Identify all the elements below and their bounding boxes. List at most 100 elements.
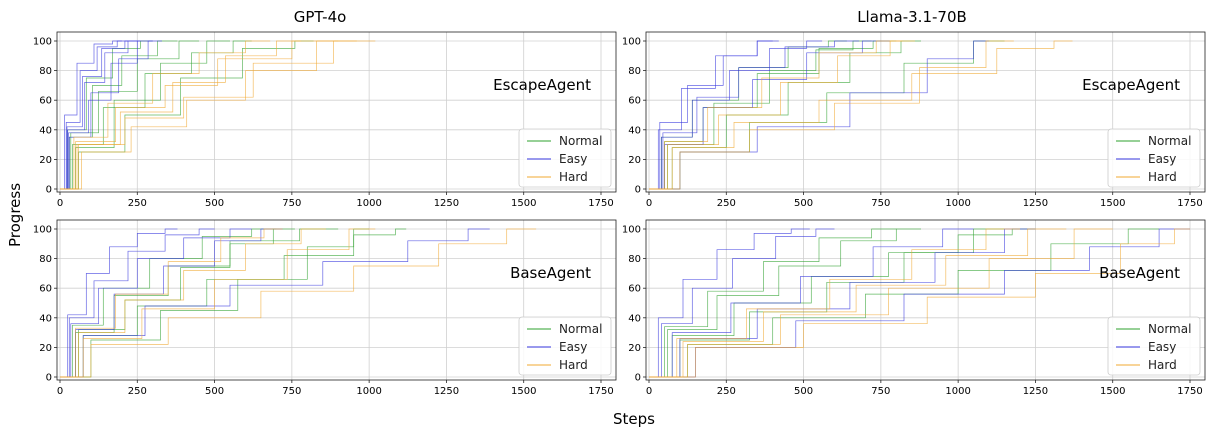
- series-line-easy-run-3: [60, 40, 122, 190]
- y-tick-label: 60: [628, 96, 641, 107]
- series-line-hard-run-3: [649, 228, 1020, 378]
- x-tick-label: 500: [205, 198, 224, 209]
- legend-label-hard: Hard: [1148, 170, 1177, 184]
- x-tick-label: 500: [794, 386, 813, 397]
- series-line-hard-run-2: [649, 228, 1113, 378]
- panel-label-escapeagent: EscapeAgent: [493, 76, 591, 94]
- series-line-hard-run-1: [649, 228, 1190, 378]
- x-tick-label: 500: [794, 198, 813, 209]
- series-line-easy-run-4: [649, 40, 773, 190]
- x-tick-label: 1000: [945, 386, 970, 397]
- series-line-easy-run-2: [60, 228, 252, 378]
- x-tick-label: 750: [871, 386, 890, 397]
- x-tick-label: 1750: [588, 386, 613, 397]
- panel-llama-3-1-70b-escapeagent: 0 250 500 750 1000 1250 1500 1750 0 20 40 60 80 100 Es…: [622, 31, 1206, 209]
- panel-gpt-4o-baseagent: 0 250 500 750 1000 1250 1500 1750 0 20 40 60 80 100 Ba…: [33, 219, 617, 397]
- x-tick-label: 1750: [1177, 198, 1202, 209]
- series-line-hard-run-1: [649, 40, 1073, 190]
- y-tick-label: 0: [635, 373, 641, 384]
- legend-box: [1107, 128, 1201, 188]
- x-tick-label: 1500: [1100, 386, 1125, 397]
- x-tick-label: 250: [128, 386, 147, 397]
- y-tick-label: 0: [46, 185, 52, 196]
- y-tick-label: 100: [622, 37, 641, 48]
- series-line-normal-run-3: [60, 228, 277, 378]
- x-tick-label: 1500: [1100, 198, 1125, 209]
- legend: Normal Easy Hard: [518, 128, 612, 188]
- series-line-normal-run-2: [60, 228, 407, 378]
- col-title-left: GPT-4o: [294, 8, 347, 26]
- y-tick-label: 20: [39, 155, 52, 166]
- legend-box: [518, 316, 612, 376]
- x-tick-label: 750: [282, 386, 301, 397]
- series-line-normal-run-5: [60, 228, 370, 378]
- x-tick-label: 0: [646, 198, 652, 209]
- plot-frame: [645, 219, 1206, 381]
- legend-box: [1107, 316, 1201, 376]
- series-line-normal-run-3: [649, 228, 921, 378]
- series-line-hard-run-4: [60, 40, 357, 190]
- y-tick-label: 40: [628, 125, 641, 136]
- y-tick-label: 60: [39, 96, 52, 107]
- series-line-hard-run-3: [60, 228, 326, 378]
- y-tick-label: 60: [39, 284, 52, 295]
- y-tick-label: 40: [39, 313, 52, 324]
- panel-label-escapeagent: EscapeAgent: [1082, 76, 1180, 94]
- y-tick-label: 80: [628, 66, 641, 77]
- x-tick-label: 0: [57, 198, 63, 209]
- series-line-hard-run-3: [649, 40, 903, 190]
- panel-label-baseagent: BaseAgent: [510, 264, 591, 282]
- series-line-normal-run-2: [649, 228, 1005, 378]
- y-tick-label: 100: [33, 37, 52, 48]
- series-line-normal-run-1: [649, 228, 1036, 378]
- y-tick-label: 20: [628, 155, 641, 166]
- series-line-hard-run-4: [60, 228, 283, 378]
- x-tick-label: 1500: [511, 386, 536, 397]
- panel-llama-3-1-70b-baseagent: 0 250 500 750 1000 1250 1500 1750 0 20 40 60 80 100 Ba…: [622, 219, 1206, 397]
- series-line-hard-run-2: [60, 40, 339, 190]
- legend-label-hard: Hard: [559, 358, 588, 372]
- plot-frame: [56, 31, 617, 193]
- series-line-easy-run-4: [649, 228, 810, 378]
- series-line-easy-run-5: [60, 228, 215, 378]
- y-tick-label: 60: [628, 284, 641, 295]
- x-tick-label: 1250: [434, 198, 459, 209]
- series-line-easy-run-6: [60, 40, 153, 190]
- legend: Normal Easy Hard: [1107, 316, 1201, 376]
- x-tick-label: 1750: [1177, 386, 1202, 397]
- series-line-normal-run-1: [60, 228, 339, 378]
- x-tick-label: 500: [205, 386, 224, 397]
- series-line-hard-run-2: [60, 228, 376, 378]
- series-line-easy-run-5: [60, 40, 138, 190]
- series-line-easy-run-3: [649, 228, 974, 378]
- panels: 0 250 500 750 1000 1250 1500 1750020406080100Es…: [33, 31, 1206, 397]
- y-tick-label: 80: [39, 254, 52, 265]
- series-line-easy-run-4: [60, 40, 162, 190]
- legend-label-easy: Easy: [1148, 340, 1176, 354]
- series-line-easy-run-1: [60, 228, 178, 378]
- legend-label-normal: Normal: [559, 134, 602, 148]
- legend-label-normal: Normal: [559, 322, 602, 336]
- y-tick-label: 100: [622, 225, 641, 236]
- series-line-easy-run-1: [649, 228, 835, 378]
- series-line-normal-run-4: [60, 228, 295, 378]
- x-axis-label: Steps: [613, 410, 655, 428]
- y-tick-label: 40: [628, 313, 641, 324]
- col-title-right: Llama-3.1-70B: [857, 8, 967, 26]
- series-line-hard-run-4: [649, 228, 1067, 378]
- series-line-hard-run-5: [60, 40, 302, 190]
- y-tick-label: 40: [39, 125, 52, 136]
- y-tick-label: 100: [33, 225, 52, 236]
- x-tick-label: 1500: [511, 198, 536, 209]
- x-tick-label: 250: [128, 198, 147, 209]
- series-line-easy-run-4: [60, 228, 490, 378]
- legend-label-hard: Hard: [559, 170, 588, 184]
- x-tick-label: 1000: [356, 386, 381, 397]
- y-tick-label: 20: [628, 343, 641, 354]
- legend-label-easy: Easy: [559, 152, 587, 166]
- legend: Normal Easy Hard: [518, 316, 612, 376]
- series-line-hard-run-2: [649, 40, 1014, 190]
- legend-label-hard: Hard: [1148, 358, 1177, 372]
- y-tick-label: 80: [39, 66, 52, 77]
- legend-label-easy: Easy: [559, 340, 587, 354]
